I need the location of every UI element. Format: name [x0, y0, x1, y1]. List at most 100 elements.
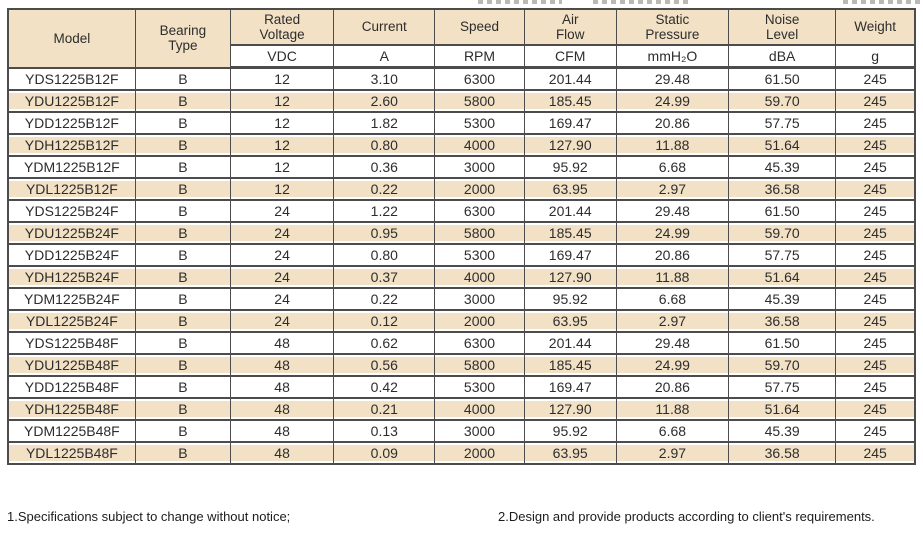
cell-static-pressure: 29.48 [615, 199, 730, 223]
cell-static-pressure: 29.48 [615, 331, 730, 355]
cell-noise-level: 45.39 [728, 287, 837, 311]
cell-static-pressure: 24.99 [615, 353, 730, 377]
cell-rated-voltage: 12 [229, 89, 335, 113]
cell-static-pressure: 29.48 [615, 66, 730, 91]
cell-static-pressure: 6.68 [615, 155, 730, 179]
cell-bearing-type: B [134, 243, 231, 267]
cell-rated-voltage: 12 [229, 177, 335, 201]
cell-static-pressure: 24.99 [615, 221, 730, 245]
unit-rpm: RPM [434, 44, 525, 69]
cell-rated-voltage: 12 [229, 66, 335, 91]
table-row: YDD1225B24F B 24 0.80 5300 169.47 20.86 57.75 24… [7, 243, 916, 267]
cell-noise-level: 45.39 [728, 419, 837, 443]
cell-speed: 3000 [434, 287, 525, 311]
cell-rated-voltage: 24 [229, 287, 335, 311]
cell-model: YDD1225B48F [7, 375, 136, 399]
cell-current: 0.95 [333, 221, 436, 245]
cell-speed: 6300 [434, 199, 525, 223]
cell-weight: 245 [835, 375, 916, 399]
cell-weight: 245 [835, 353, 916, 377]
cell-current: 0.36 [333, 155, 436, 179]
cell-model: YDS1225B24F [7, 199, 136, 223]
cell-noise-level: 57.75 [728, 111, 837, 135]
cell-current: 0.56 [333, 353, 436, 377]
table-row: YDL1225B12F B 12 0.22 2000 63.95 2.97 36.58 245 [7, 177, 916, 201]
cell-rated-voltage: 12 [229, 133, 335, 157]
cell-bearing-type: B [134, 353, 231, 377]
clipped-text-fragment [843, 0, 921, 4]
cell-weight: 245 [835, 221, 916, 245]
cell-bearing-type: B [134, 155, 231, 179]
cell-noise-level: 51.64 [728, 397, 837, 421]
cell-weight: 245 [835, 111, 916, 135]
cell-weight: 245 [835, 397, 916, 421]
cell-static-pressure: 11.88 [615, 265, 730, 289]
cell-weight: 245 [835, 177, 916, 201]
cell-current: 0.80 [333, 133, 436, 157]
cell-rated-voltage: 12 [229, 111, 335, 135]
fan-specification-table: Model Bearing Type Rated Voltage Current… [7, 8, 916, 465]
table-row: YDM1225B24F B 24 0.22 3000 95.92 6.68 45.39 245 [7, 287, 916, 311]
cell-model: YDM1225B24F [7, 287, 136, 311]
cell-speed: 2000 [434, 441, 525, 465]
cell-model: YDS1225B48F [7, 331, 136, 355]
cell-rated-voltage: 24 [229, 199, 335, 223]
table-row: YDH1225B24F B 24 0.37 4000 127.90 11.88 51.64 24… [7, 265, 916, 289]
cell-model: YDD1225B12F [7, 111, 136, 135]
cell-weight: 245 [835, 441, 916, 465]
cell-bearing-type: B [134, 177, 231, 201]
column-header-weight: Weight [835, 8, 916, 46]
cell-model: YDH1225B48F [7, 397, 136, 421]
cell-noise-level: 61.50 [728, 66, 837, 91]
cell-rated-voltage: 24 [229, 221, 335, 245]
column-header-current: Current [333, 8, 436, 46]
table-row: YDL1225B24F B 24 0.12 2000 63.95 2.97 36.58 245 [7, 309, 916, 333]
cell-noise-level: 57.75 [728, 375, 837, 399]
cell-air-flow: 63.95 [523, 309, 617, 333]
cell-weight: 245 [835, 66, 916, 91]
table-row: YDM1225B48F B 48 0.13 3000 95.92 6.68 45.39 245 [7, 419, 916, 443]
cell-weight: 245 [835, 89, 916, 113]
cell-noise-level: 61.50 [728, 331, 837, 355]
cell-air-flow: 201.44 [523, 331, 617, 355]
cell-rated-voltage: 48 [229, 331, 335, 355]
cell-air-flow: 95.92 [523, 419, 617, 443]
cell-rated-voltage: 24 [229, 309, 335, 333]
cell-noise-level: 59.70 [728, 353, 837, 377]
cell-noise-level: 57.75 [728, 243, 837, 267]
cell-static-pressure: 2.97 [615, 309, 730, 333]
cell-rated-voltage: 24 [229, 265, 335, 289]
column-header-air-flow: Air Flow [523, 8, 617, 46]
cell-bearing-type: B [134, 221, 231, 245]
cell-current: 0.12 [333, 309, 436, 333]
cell-weight: 245 [835, 155, 916, 179]
cell-bearing-type: B [134, 66, 231, 91]
cell-air-flow: 63.95 [523, 177, 617, 201]
table-row: YDH1225B48F B 48 0.21 4000 127.90 11.88 51.64 24… [7, 397, 916, 421]
cell-model: YDU1225B24F [7, 221, 136, 245]
cell-current: 0.80 [333, 243, 436, 267]
footnote-1: 1.Specifications subject to change witho… [7, 509, 291, 524]
cell-noise-level: 45.39 [728, 155, 837, 179]
cell-weight: 245 [835, 265, 916, 289]
cell-current: 0.37 [333, 265, 436, 289]
unit-dba: dBA [728, 44, 837, 69]
cell-current: 0.42 [333, 375, 436, 399]
cell-current: 1.22 [333, 199, 436, 223]
cell-current: 0.13 [333, 419, 436, 443]
cell-speed: 4000 [434, 265, 525, 289]
cell-air-flow: 95.92 [523, 155, 617, 179]
cell-air-flow: 201.44 [523, 66, 617, 91]
cell-noise-level: 61.50 [728, 199, 837, 223]
cell-speed: 2000 [434, 177, 525, 201]
cell-model: YDM1225B48F [7, 419, 136, 443]
column-header-speed: Speed [434, 8, 525, 46]
cell-speed: 5800 [434, 221, 525, 245]
cell-rated-voltage: 48 [229, 419, 335, 443]
cell-speed: 3000 [434, 155, 525, 179]
cell-static-pressure: 6.68 [615, 419, 730, 443]
unit-ampere: A [333, 44, 436, 69]
cell-air-flow: 201.44 [523, 199, 617, 223]
cell-speed: 5800 [434, 353, 525, 377]
